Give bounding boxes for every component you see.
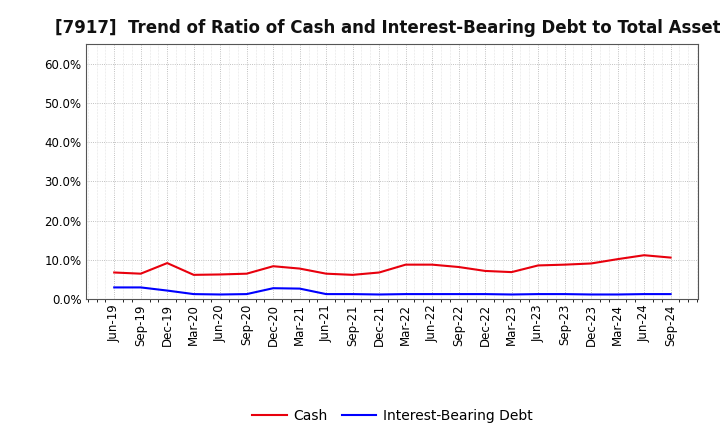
Interest-Bearing Debt <box>508 292 516 297</box>
Interest-Bearing Debt <box>163 288 171 293</box>
Interest-Bearing Debt <box>587 292 595 297</box>
Cash <box>136 271 145 276</box>
Cash <box>110 270 119 275</box>
Cash <box>454 264 463 270</box>
Cash <box>401 262 410 267</box>
Interest-Bearing Debt <box>401 291 410 297</box>
Cash <box>189 272 198 278</box>
Cash <box>560 262 569 267</box>
Interest-Bearing Debt <box>189 291 198 297</box>
Interest-Bearing Debt <box>454 291 463 297</box>
Interest-Bearing Debt <box>269 286 277 291</box>
Cash <box>322 271 330 276</box>
Cash <box>375 270 384 275</box>
Line: Interest-Bearing Debt: Interest-Bearing Debt <box>114 287 670 294</box>
Interest-Bearing Debt <box>295 286 304 291</box>
Interest-Bearing Debt <box>243 291 251 297</box>
Line: Cash: Cash <box>114 255 670 275</box>
Interest-Bearing Debt <box>613 292 622 297</box>
Cash <box>613 257 622 262</box>
Interest-Bearing Debt <box>640 291 649 297</box>
Cash <box>428 262 436 267</box>
Title: [7917]  Trend of Ratio of Cash and Interest-Bearing Debt to Total Assets: [7917] Trend of Ratio of Cash and Intere… <box>55 19 720 37</box>
Cash <box>243 271 251 276</box>
Cash <box>666 255 675 260</box>
Cash <box>508 269 516 275</box>
Cash <box>163 260 171 266</box>
Cash <box>269 264 277 269</box>
Cash <box>534 263 542 268</box>
Interest-Bearing Debt <box>428 291 436 297</box>
Interest-Bearing Debt <box>322 291 330 297</box>
Interest-Bearing Debt <box>136 285 145 290</box>
Interest-Bearing Debt <box>666 291 675 297</box>
Interest-Bearing Debt <box>375 292 384 297</box>
Interest-Bearing Debt <box>216 292 225 297</box>
Interest-Bearing Debt <box>481 291 490 297</box>
Interest-Bearing Debt <box>534 291 542 297</box>
Interest-Bearing Debt <box>348 291 357 297</box>
Cash <box>348 272 357 278</box>
Cash <box>295 266 304 271</box>
Legend: Cash, Interest-Bearing Debt: Cash, Interest-Bearing Debt <box>246 403 539 428</box>
Interest-Bearing Debt <box>110 285 119 290</box>
Interest-Bearing Debt <box>560 291 569 297</box>
Cash <box>216 272 225 277</box>
Cash <box>587 261 595 266</box>
Cash <box>481 268 490 274</box>
Cash <box>640 253 649 258</box>
